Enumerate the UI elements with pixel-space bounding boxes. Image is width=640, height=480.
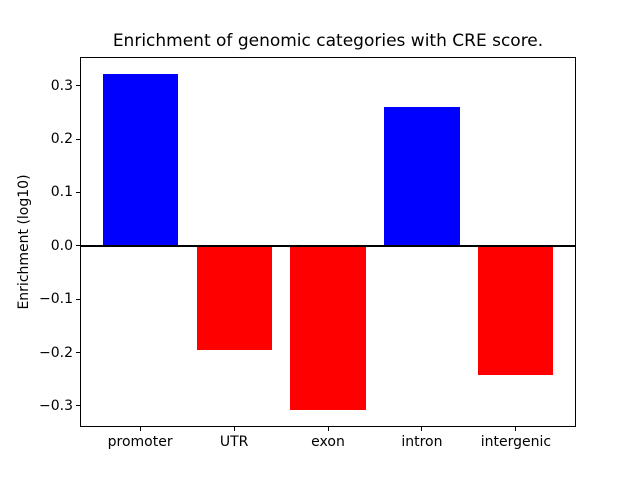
x-tick-label-intron: intron (401, 434, 443, 450)
y-tick-mark (76, 85, 80, 87)
y-tick-mark (76, 405, 80, 407)
x-tick-mark (515, 427, 517, 431)
y-tick-mark (76, 138, 80, 140)
y-tick-mark (76, 191, 80, 193)
x-tick-mark (421, 427, 423, 431)
bar-intergenic (478, 245, 554, 375)
y-tick-mark (76, 298, 80, 300)
y-tick-mark (76, 245, 80, 247)
bar-intron (384, 106, 460, 246)
x-tick-mark (327, 427, 329, 431)
y-tick-label: 0.1 (50, 184, 73, 201)
y-tick-label: 0.2 (50, 131, 73, 147)
x-tick-label-promoter: promoter (107, 434, 173, 450)
y-tick-label: 0.0 (50, 237, 73, 254)
y-tick-label: −0.1 (39, 291, 73, 308)
y-tick-mark (76, 352, 80, 353)
bar-UTR (196, 245, 272, 350)
chart-title: Enrichment of genomic categories with CR… (112, 31, 544, 51)
x-tick-mark (139, 427, 141, 431)
y-tick-label: 0.3 (50, 77, 73, 94)
x-tick-label-exon: exon (311, 434, 345, 450)
x-tick-label-UTR: UTR (219, 434, 249, 450)
x-tick-label-intergenic: intergenic (480, 434, 552, 450)
bar-exon (290, 245, 366, 411)
y-tick-label: −0.2 (39, 344, 73, 361)
x-tick-mark (233, 427, 235, 431)
bar-promoter (102, 73, 178, 246)
zero-line (80, 244, 576, 247)
plot-area (80, 57, 576, 427)
y-tick-label: −0.3 (39, 397, 73, 414)
